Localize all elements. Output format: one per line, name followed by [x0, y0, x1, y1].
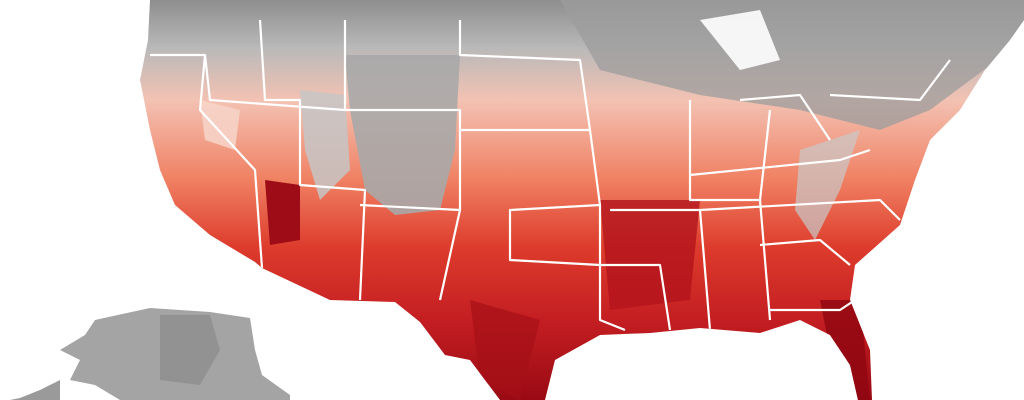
- state-border: [198, 54, 264, 269]
- nevada-region: [200, 100, 240, 150]
- state-border: [438, 209, 462, 301]
- desert-hot: [265, 180, 300, 245]
- state-border: [739, 93, 831, 141]
- north-region: [560, 0, 1024, 130]
- basin-region: [300, 90, 350, 200]
- lake: [700, 10, 780, 70]
- state-border: [600, 263, 672, 331]
- state-border: [759, 238, 851, 266]
- state-border: [699, 198, 901, 221]
- aleutians: [10, 380, 60, 400]
- appalachia-region: [795, 130, 860, 240]
- state-border: [258, 19, 367, 301]
- state-border: [458, 20, 602, 267]
- state-border: [829, 59, 951, 102]
- state-border: [770, 299, 856, 312]
- state-border: [689, 148, 871, 177]
- state-border: [758, 109, 772, 201]
- alaska-region: [160, 315, 220, 385]
- state-border: [598, 205, 626, 332]
- state-border: [688, 100, 772, 321]
- state-border: [343, 20, 462, 212]
- mountain-region: [345, 55, 460, 215]
- texas-hot: [470, 300, 540, 400]
- delta-hot: [600, 200, 700, 310]
- florida-hot: [820, 300, 870, 400]
- state-border: [150, 53, 346, 112]
